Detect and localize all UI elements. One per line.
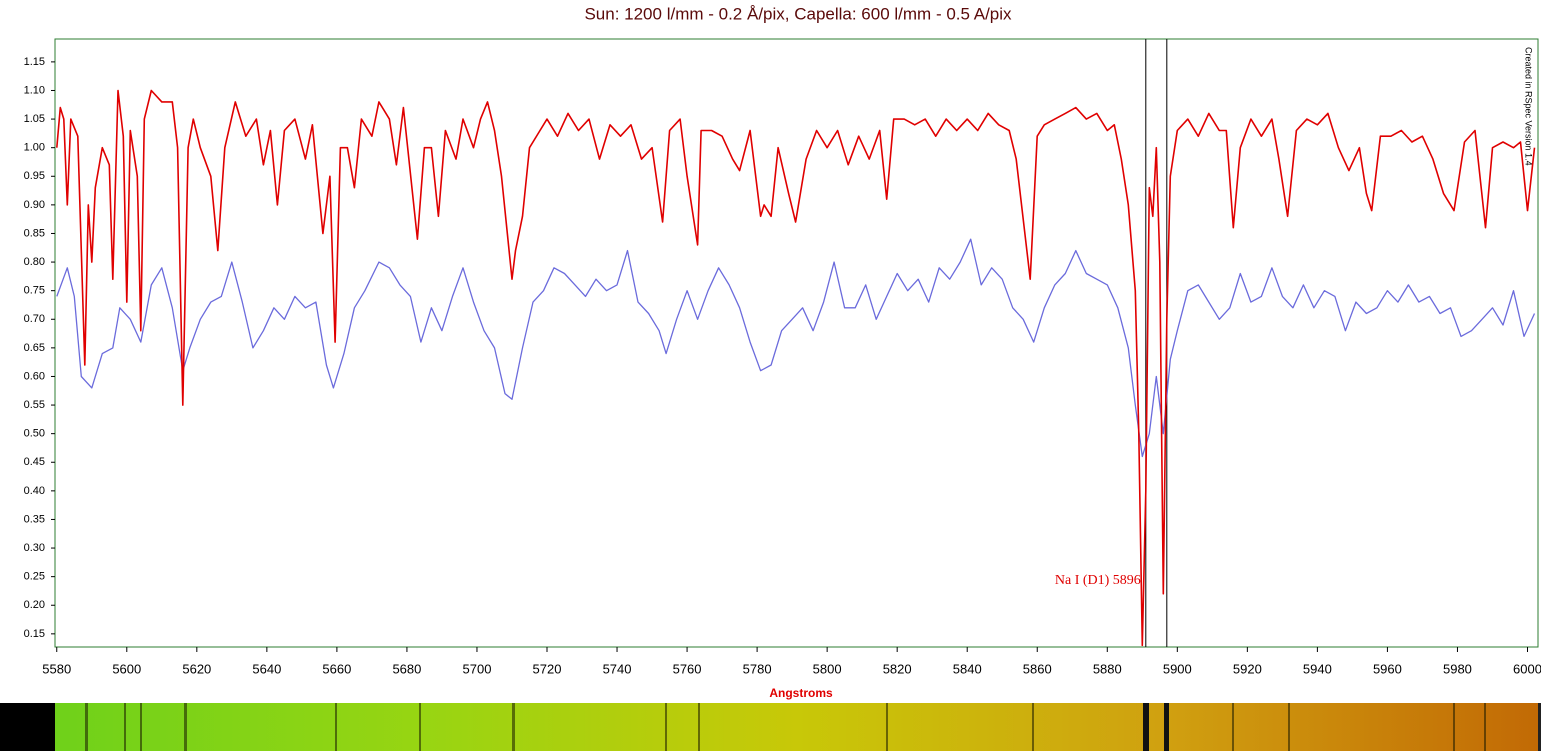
y-tick-label: 1.05 — [24, 113, 45, 125]
spectrum-strip — [0, 703, 1541, 751]
y-tick-label: 0.20 — [24, 599, 45, 611]
y-tick-label: 0.80 — [24, 256, 45, 268]
y-tick-label: 0.75 — [24, 285, 45, 297]
strip-lines — [85, 703, 1486, 751]
spectrum-line — [56, 89, 1536, 647]
watermark: Created in RSpec Version 1.4 — [1524, 47, 1534, 166]
spectrum-line — [56, 238, 1536, 458]
y-tick-label: 1.15 — [24, 56, 45, 68]
chart-title: Sun: 1200 l/mm - 0.2 Å/pix, Capella: 600… — [584, 4, 1012, 23]
x-tick-label: 5720 — [533, 661, 562, 676]
y-tick-label: 0.95 — [24, 170, 45, 182]
y-tick-label: 0.30 — [24, 542, 45, 554]
x-tick-label: 5820 — [883, 661, 912, 676]
x-tick-label: 5900 — [1163, 661, 1192, 676]
x-tick-label: 5620 — [182, 661, 211, 676]
x-tick-label: 5580 — [42, 661, 71, 676]
x-tick-label: 5980 — [1443, 661, 1472, 676]
x-tick-label: 5600 — [112, 661, 141, 676]
y-tick-label: 0.15 — [24, 628, 45, 640]
plot-frame — [54, 38, 1539, 648]
x-tick-label: 6000 — [1513, 661, 1541, 676]
y-tick-label: 0.55 — [24, 399, 45, 411]
x-tick-label: 5780 — [743, 661, 772, 676]
x-tick-label: 5740 — [603, 661, 632, 676]
strip-edge — [1538, 703, 1541, 751]
y-tick-label: 0.70 — [24, 313, 45, 325]
y-tick-label: 1.10 — [24, 84, 45, 96]
strip-gradient — [55, 703, 1538, 751]
x-axis-label: Angstroms — [769, 686, 833, 700]
x-tick-label: 5680 — [392, 661, 421, 676]
x-tick-label: 5960 — [1373, 661, 1402, 676]
x-tick-label: 5940 — [1303, 661, 1332, 676]
x-tick-label: 5880 — [1093, 661, 1122, 676]
strip-edge — [0, 703, 55, 751]
y-tick-label: 0.85 — [24, 227, 45, 239]
annotation: Na I (D1) 5896 — [1055, 573, 1141, 588]
y-tick-label: 0.90 — [24, 199, 45, 211]
x-tick-label: 5760 — [673, 661, 702, 676]
x-tick-label: 5840 — [953, 661, 982, 676]
strip-line — [1164, 703, 1169, 751]
x-tick-label: 5660 — [322, 661, 351, 676]
y-tick-label: 0.65 — [24, 342, 45, 354]
x-tick-label: 5860 — [1023, 661, 1052, 676]
y-tick-label: 0.35 — [24, 513, 45, 525]
y-tick-label: 0.25 — [24, 571, 45, 583]
x-tick-label: 5920 — [1233, 661, 1262, 676]
x-tick-label: 5700 — [463, 661, 492, 676]
x-tick-label: 5640 — [252, 661, 281, 676]
y-tick-label: 0.50 — [24, 428, 45, 440]
x-tick-label: 5800 — [813, 661, 842, 676]
y-tick-label: 1.00 — [24, 142, 45, 154]
y-tick-label: 0.45 — [24, 456, 45, 468]
y-tick-label: 0.40 — [24, 485, 45, 497]
y-tick-label: 0.60 — [24, 370, 45, 382]
strip-line — [1143, 703, 1149, 751]
